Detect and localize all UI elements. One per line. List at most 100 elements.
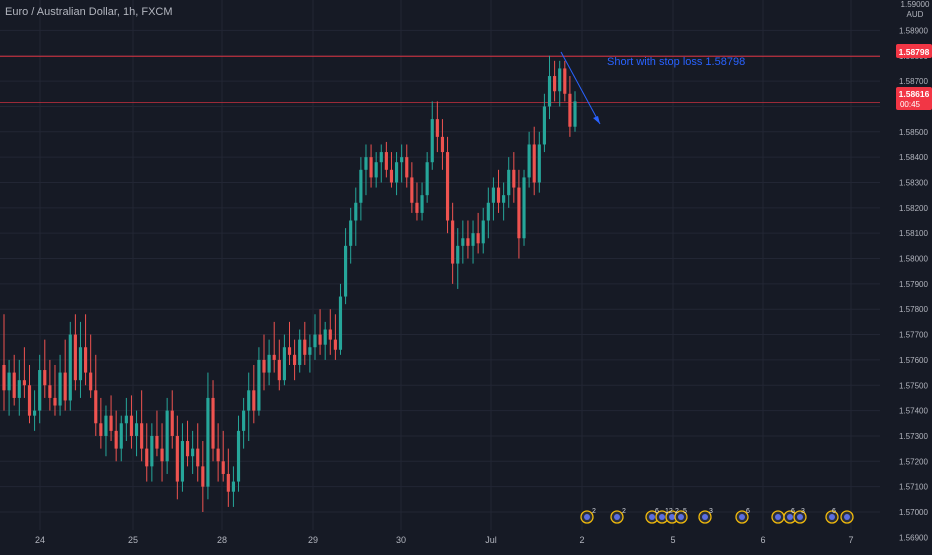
candle-body — [517, 187, 521, 239]
price-tick-label: 1.58400 — [899, 153, 928, 162]
candle-body — [236, 430, 241, 482]
candle — [323, 321, 327, 360]
candle-body — [33, 410, 37, 416]
candle — [165, 397, 169, 474]
candle — [308, 334, 312, 373]
candle-body — [282, 347, 286, 381]
time-tick-label: 25 — [128, 535, 138, 545]
time-tick-label: 7 — [848, 535, 853, 545]
candle-body — [389, 169, 394, 183]
candle — [517, 169, 521, 259]
horizontal-lines — [0, 55, 880, 103]
price-tick-label: 1.58100 — [899, 229, 928, 238]
stop-loss-badge — [896, 44, 932, 58]
candle-body — [338, 296, 343, 350]
candle — [379, 144, 383, 183]
candle-body — [537, 144, 541, 183]
candle — [394, 152, 399, 196]
trade-note[interactable]: Short with stop loss 1.58798 — [607, 56, 745, 68]
event-dot — [669, 514, 675, 520]
candle-body — [512, 169, 516, 188]
candle — [242, 397, 246, 449]
time-tick-label: 5 — [670, 535, 675, 545]
candle-body — [313, 334, 317, 348]
event-dot — [739, 514, 745, 520]
trend-arrow[interactable] — [560, 51, 601, 125]
candle-body — [78, 347, 83, 381]
candle — [349, 207, 353, 264]
candle-body — [257, 359, 261, 411]
candle-body — [63, 372, 67, 401]
candle — [466, 220, 470, 259]
candle — [415, 182, 419, 221]
candle — [293, 339, 297, 381]
candle-body — [374, 162, 378, 178]
event-count-label: 2 — [592, 508, 596, 515]
candle-body — [333, 339, 337, 350]
candle — [272, 321, 276, 373]
candle-body — [471, 233, 475, 246]
candle — [134, 410, 139, 457]
candle-body — [226, 473, 230, 492]
candle-body — [145, 448, 149, 467]
candle-body — [119, 423, 123, 449]
candle — [114, 410, 118, 462]
currency-label: AUD — [906, 10, 924, 19]
candle — [430, 101, 434, 170]
candle — [140, 390, 144, 462]
price-tick-label: 1.57900 — [899, 280, 928, 289]
candle-body — [221, 461, 225, 474]
earnings-icon — [735, 510, 749, 524]
candle-body — [99, 423, 103, 436]
candle-body — [287, 347, 292, 355]
candle-body — [349, 220, 353, 246]
candle — [405, 144, 409, 188]
candle — [27, 364, 32, 424]
candle-body — [22, 380, 26, 386]
candle — [558, 60, 562, 107]
candle — [527, 131, 531, 188]
event-dot — [797, 514, 803, 520]
stop-loss-badge-text: 1.58798 — [899, 47, 930, 57]
candle — [389, 152, 394, 188]
earnings-icon — [665, 510, 679, 524]
candle — [73, 314, 77, 391]
candle-body — [242, 410, 246, 431]
events-row[interactable]: 2 2 6 12 2 5 3 6 6 3 6 — [580, 508, 854, 524]
candle-body — [466, 238, 470, 246]
candle — [476, 212, 480, 254]
candle-body — [405, 157, 409, 178]
candle — [532, 126, 536, 196]
candle-body — [328, 329, 332, 340]
candle — [553, 60, 557, 102]
candle-body — [507, 169, 511, 196]
candle-body — [542, 106, 546, 145]
candle-body — [308, 347, 312, 355]
candle — [68, 321, 72, 411]
time-axis[interactable] — [0, 530, 880, 550]
candle-body — [522, 177, 526, 239]
candle-body — [165, 410, 169, 462]
candle — [211, 380, 215, 462]
event-dot — [659, 514, 665, 520]
candle — [369, 144, 373, 188]
candle-body — [369, 157, 373, 178]
candle-body — [201, 466, 205, 487]
candle — [22, 347, 26, 398]
candle — [43, 339, 47, 398]
candle — [104, 405, 108, 457]
time-tick-label: 29 — [308, 535, 318, 545]
candle — [542, 93, 546, 153]
candle — [573, 91, 577, 132]
trend-line[interactable] — [560, 51, 601, 125]
candle-body — [272, 354, 276, 360]
symbol-title[interactable]: Euro / Australian Dollar, 1h, FXCM — [5, 6, 173, 18]
time-tick-label: 30 — [396, 535, 406, 545]
price-tick-label: 1.57700 — [899, 331, 928, 340]
candle-body — [73, 334, 77, 381]
candle — [109, 395, 113, 442]
candle-body — [196, 448, 200, 467]
candle-body — [303, 339, 307, 355]
candle-body — [140, 423, 144, 449]
